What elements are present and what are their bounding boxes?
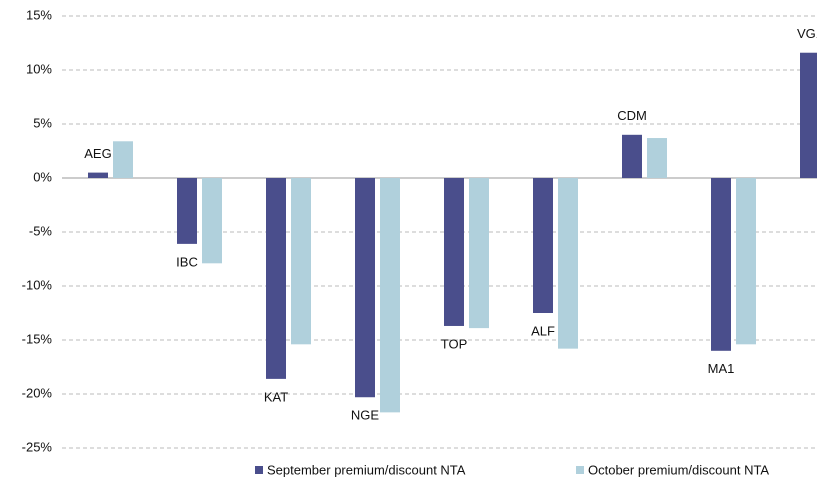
y-tick-label: -10% — [22, 277, 53, 292]
category-label: TOP — [441, 336, 468, 351]
category-label: ALF — [531, 323, 555, 338]
category-label: KAT — [264, 389, 288, 404]
category-label: MA1 — [708, 361, 735, 376]
bar — [444, 178, 464, 326]
legend-swatch — [255, 466, 263, 474]
category-label: VG1 — [797, 26, 817, 41]
bar — [113, 141, 133, 178]
bar — [558, 178, 578, 349]
bar — [177, 178, 197, 244]
legend-label: September premium/discount NTA — [267, 462, 466, 477]
bar — [711, 178, 731, 351]
bar — [647, 138, 667, 178]
bar — [469, 178, 489, 329]
category-label: IBC — [176, 254, 198, 269]
legend-label: October premium/discount NTA — [588, 462, 769, 477]
y-tick-label: 10% — [26, 61, 52, 76]
bar — [266, 178, 286, 379]
bar — [622, 134, 642, 178]
bar — [291, 178, 311, 345]
bar — [800, 52, 817, 178]
y-tick-label: 5% — [33, 115, 52, 130]
category-label: NGE — [351, 408, 380, 423]
y-tick-label: 15% — [26, 7, 52, 22]
bar — [202, 178, 222, 264]
bar — [533, 178, 553, 313]
bar — [355, 178, 375, 398]
bar — [736, 178, 756, 345]
bar — [88, 172, 108, 178]
bar — [380, 178, 400, 413]
y-tick-label: -20% — [22, 385, 53, 400]
y-tick-label: 0% — [33, 169, 52, 184]
category-label: AEG — [84, 146, 111, 161]
category-label: CDM — [617, 108, 647, 123]
legend-swatch — [576, 466, 584, 474]
y-tick-label: -25% — [22, 439, 53, 454]
y-tick-label: -15% — [22, 331, 53, 346]
y-tick-label: -5% — [29, 223, 53, 238]
